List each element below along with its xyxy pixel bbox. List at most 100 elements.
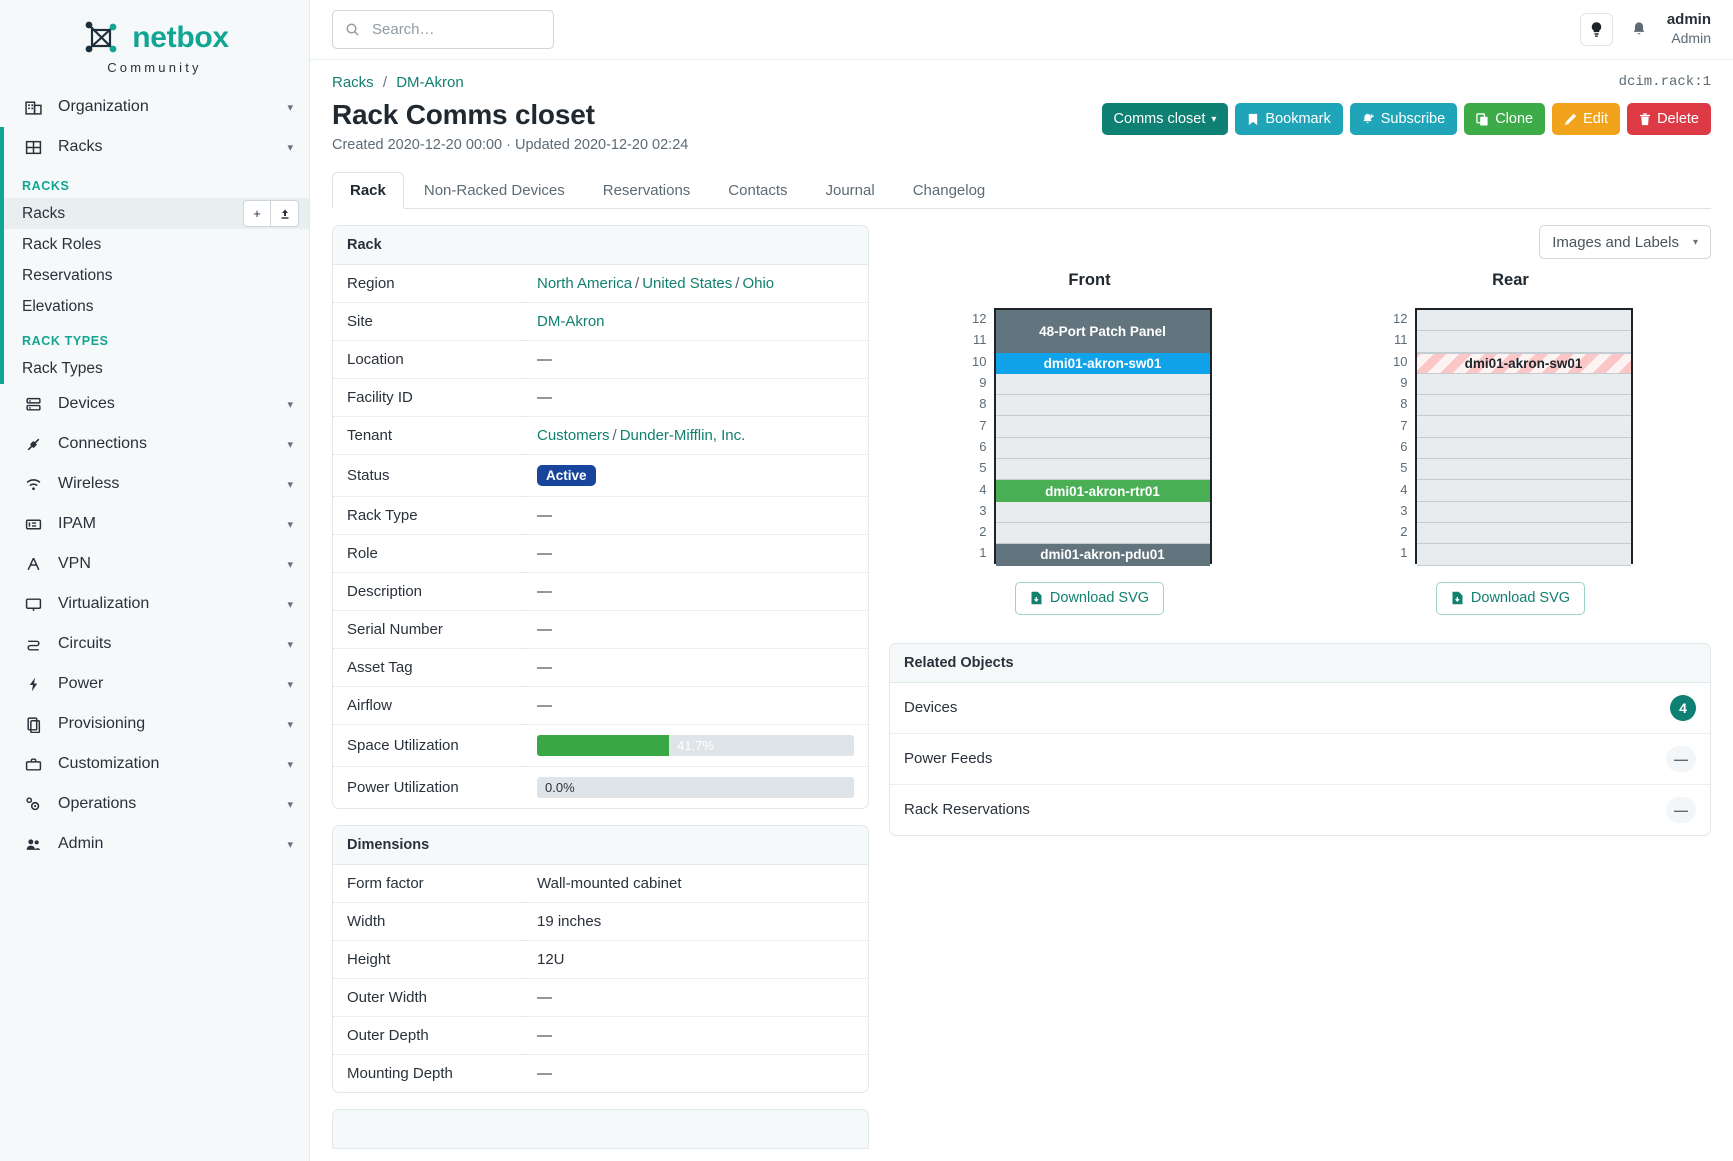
sidebar-group-organization[interactable]: Organization ▾ xyxy=(0,87,309,127)
rack-device[interactable]: dmi01-akron-pdu01 xyxy=(995,544,1210,566)
rack-unit-empty[interactable] xyxy=(1416,416,1631,438)
table-row[interactable]: Devices 4 xyxy=(890,682,1710,734)
building-icon xyxy=(22,98,44,116)
tenant-link[interactable]: Dunder-Mifflin, Inc. xyxy=(619,427,746,444)
sidebar-group-label: Connections xyxy=(58,435,147,452)
row-label: Form factor xyxy=(333,865,523,903)
sidebar-group-wireless[interactable]: Wireless ▾ xyxy=(0,464,309,504)
elevation-view-select[interactable]: Images and Labels ▾ xyxy=(1539,225,1711,259)
rack-unit-empty[interactable] xyxy=(1416,437,1631,460)
sidebar-group-connections[interactable]: Connections ▾ xyxy=(0,424,309,464)
region-link-1[interactable]: North America xyxy=(537,275,633,292)
table-row[interactable]: Power Feeds — xyxy=(890,733,1710,785)
breadcrumb-site[interactable]: DM-Akron xyxy=(396,74,464,91)
delete-button[interactable]: Delete xyxy=(1627,103,1711,135)
rack-unit-empty[interactable] xyxy=(995,395,1210,417)
table-row[interactable]: Rack Reservations — xyxy=(890,784,1710,835)
breadcrumb-separator: / xyxy=(382,74,388,91)
two-column-layout: Rack Region North America / United States /… xyxy=(332,225,1711,1149)
sidebar-item-racks[interactable]: Racks + xyxy=(0,198,309,229)
rack-unit-empty[interactable] xyxy=(995,523,1210,545)
bell-icon[interactable] xyxy=(1626,17,1652,43)
sidebar-group-devices[interactable]: Devices ▾ xyxy=(0,384,309,424)
rack-frame-front[interactable]: 48-Port Patch Panel dmi01-akron-sw01 dmi01… xyxy=(993,308,1212,566)
rack-unit-empty[interactable] xyxy=(1416,501,1631,523)
rack-unit-empty[interactable] xyxy=(995,373,1210,396)
search-input[interactable] xyxy=(370,20,541,39)
chevron-down-icon: ▾ xyxy=(1692,236,1698,248)
tab-reservations[interactable]: Reservations xyxy=(602,182,691,199)
region-link-2[interactable]: United States xyxy=(642,275,733,292)
sidebar-item-elevations[interactable]: Elevations xyxy=(0,291,309,322)
download-svg-front-button[interactable]: Download SVG xyxy=(1014,581,1165,615)
rack-unit-empty[interactable] xyxy=(1416,395,1631,417)
user-menu[interactable]: admin Admin xyxy=(1667,11,1711,47)
rack-unit-empty[interactable] xyxy=(1416,544,1631,566)
tab-non-racked-devices[interactable]: Non-Racked Devices xyxy=(423,182,565,199)
rack-device[interactable]: dmi01-akron-rtr01 xyxy=(995,480,1210,502)
lightbulb-icon[interactable] xyxy=(1579,13,1613,46)
bookmark-button[interactable]: Bookmark xyxy=(1235,103,1343,135)
sidebar-item-reservations[interactable]: Reservations xyxy=(0,260,309,291)
sidebar-group-admin[interactable]: Admin ▾ xyxy=(0,824,309,864)
rack-unit-empty[interactable] xyxy=(995,459,1210,481)
import-rack-button[interactable] xyxy=(271,200,299,227)
add-rack-button[interactable]: + xyxy=(243,200,271,227)
rack-unit-empty[interactable] xyxy=(1416,331,1631,353)
rack-device-label: dmi01-akron-sw01 xyxy=(1464,355,1583,371)
sidebar-item-rack-roles[interactable]: Rack Roles xyxy=(0,229,309,260)
rack-unit-empty[interactable] xyxy=(1416,459,1631,481)
table-row: Role — xyxy=(333,534,868,573)
file-download-icon xyxy=(1451,591,1464,605)
rack-unit-empty[interactable] xyxy=(1416,310,1631,332)
download-svg-rear-button[interactable]: Download SVG xyxy=(1435,581,1586,615)
edit-button[interactable]: Edit xyxy=(1552,103,1621,135)
chevron-down-icon: ▾ xyxy=(287,798,293,811)
sidebar-group-power[interactable]: Power ▾ xyxy=(0,664,309,704)
sidebar-group-virtualization[interactable]: Virtualization ▾ xyxy=(0,584,309,624)
region-link-3[interactable]: Ohio xyxy=(742,275,775,292)
tab-changelog[interactable]: Changelog xyxy=(912,182,986,199)
sidebar-group-circuits[interactable]: Circuits ▾ xyxy=(0,624,309,664)
brand-logo[interactable]: netbox Community xyxy=(0,0,309,87)
sidebar-group-provisioning[interactable]: Provisioning ▾ xyxy=(0,704,309,744)
rack-frame-rear[interactable]: dmi01-akron-sw01 xyxy=(1414,308,1633,566)
rack-selector-button[interactable]: Comms closet ▾ xyxy=(1101,103,1229,135)
clone-button[interactable]: Clone xyxy=(1464,103,1546,135)
related-label-devices: Devices xyxy=(890,682,1630,734)
sidebar-group-customization[interactable]: Customization ▾ xyxy=(0,744,309,784)
elevation-view-value: Images and Labels xyxy=(1552,233,1679,251)
rack-unit-empty[interactable] xyxy=(995,501,1210,523)
rack-card-title: Rack xyxy=(333,226,868,265)
unit-label: 11 xyxy=(1394,332,1408,348)
rack-device[interactable]: dmi01-akron-sw01 xyxy=(1416,352,1631,374)
monitor-icon xyxy=(22,595,44,613)
sidebar-group-racks[interactable]: Racks ▾ xyxy=(0,127,309,167)
top-bar: admin Admin xyxy=(310,0,1733,60)
subscribe-button[interactable]: Subscribe xyxy=(1349,103,1458,135)
site-link[interactable]: DM-Akron xyxy=(537,313,605,330)
sidebar-group-ipam[interactable]: IPAM ▾ xyxy=(0,504,309,544)
toolbox-icon xyxy=(22,755,44,773)
rack-device[interactable]: dmi01-akron-sw01 xyxy=(995,352,1210,374)
rack-device[interactable]: 48-Port Patch Panel xyxy=(995,310,1210,353)
unit-label: 6 xyxy=(979,438,987,454)
sidebar-item-rack-types[interactable]: Rack Types xyxy=(0,353,309,384)
breadcrumb-racks[interactable]: Racks xyxy=(332,74,374,91)
search-box[interactable] xyxy=(332,10,554,49)
sidebar-group-vpn[interactable]: VPN ▾ xyxy=(0,544,309,584)
unit-label: 4 xyxy=(979,481,987,497)
chevron-down-icon: ▾ xyxy=(287,718,293,731)
tab-journal[interactable]: Journal xyxy=(825,182,875,199)
rack-unit-empty[interactable] xyxy=(1416,373,1631,396)
rack-unit-empty[interactable] xyxy=(1416,523,1631,545)
space-utilization-bar: 41.7% xyxy=(537,735,854,756)
rack-unit-empty[interactable] xyxy=(995,437,1210,460)
tab-contacts[interactable]: Contacts xyxy=(728,182,788,199)
sidebar-group-operations[interactable]: Operations ▾ xyxy=(0,784,309,824)
tenant-group-link[interactable]: Customers xyxy=(537,427,610,444)
rack-unit-empty[interactable] xyxy=(995,416,1210,438)
tab-rack[interactable]: Rack xyxy=(332,172,404,209)
unit-label: 8 xyxy=(979,396,987,412)
rack-unit-empty[interactable] xyxy=(1416,480,1631,502)
